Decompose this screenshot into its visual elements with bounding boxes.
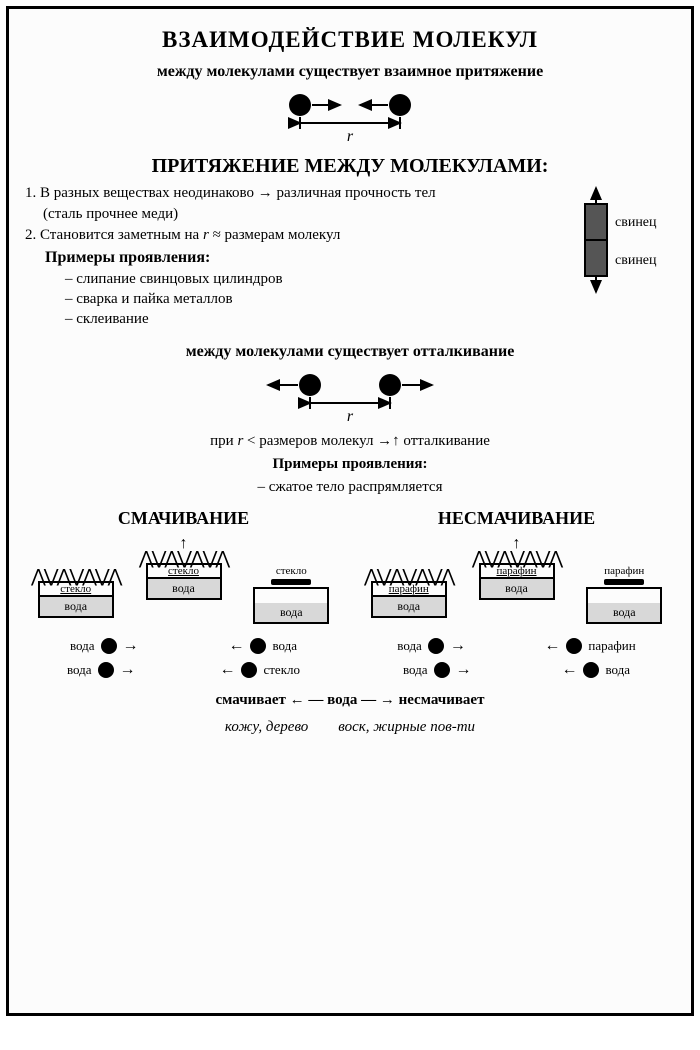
repulsion-examples-hd: Примеры проявления: [25, 456, 675, 473]
water-label: вода [481, 579, 553, 598]
lead-top-label: свинец [615, 215, 657, 230]
attraction-subtitle: между молекулами существует взаимное при… [25, 63, 675, 81]
attraction-section-title: ПРИТЯЖЕНИЕ МЕЖДУ МОЛЕКУЛАМИ: [25, 155, 675, 178]
paraffin-tank-3: парафин вода [574, 535, 675, 624]
plate-icon [271, 579, 311, 585]
water-label: вода [255, 603, 327, 622]
nonwetting-col: НЕСМАЧИВАНИЕ ⋀⋁⋀⋁⋀⋁⋀ парафинвода ↑ ⋀⋁⋀⋁⋀… [358, 502, 675, 682]
glass-tank-1: ⋀⋁⋀⋁⋀⋁⋀ стекловода [25, 535, 126, 624]
summary-line-2: кожу, дерево воск, жирные пов-ти [25, 719, 675, 736]
spring-icon: ⋀⋁⋀⋁⋀⋁⋀ [472, 553, 561, 564]
water-label: вода [373, 597, 445, 616]
paraffin-label: парафин [604, 565, 644, 577]
left-molecule-pairs: вода→ ←вода вода→ ←стекло [25, 634, 342, 682]
r-label: r [347, 128, 354, 145]
ex3: – склеивание [65, 310, 555, 329]
right-molecule-pairs: вода→ ←парафин вода→ ←вода [358, 634, 675, 682]
attraction-examples: Примеры проявления: – слипание свинцовых… [65, 248, 555, 328]
nonwetting-title: НЕСМАЧИВАНИЕ [358, 508, 675, 529]
ex2: – сварка и пайка металлов [65, 290, 555, 309]
spring-icon: ⋀⋁⋀⋁⋀⋁⋀ [364, 571, 453, 582]
paraffin-tank-2: ↑ ⋀⋁⋀⋁⋀⋁⋀ парафинвода [466, 535, 567, 624]
repulsion-diagram: r [220, 367, 480, 427]
repulsion-subtitle: между молекулами существует отталкивание [25, 343, 675, 361]
examples-hd: Примеры проявления: [45, 248, 555, 268]
repulsion-ex1: – сжатое тело распрямляется [25, 479, 675, 496]
summary-line-1: смачивает ← — вода — → несмачивает [25, 692, 675, 709]
plate-icon [604, 579, 644, 585]
lead-bot-label: свинец [615, 253, 657, 268]
glass-label: стекло [276, 565, 307, 577]
lead-cylinder-figure: свинец свинец [555, 182, 675, 302]
point-2: 2. Становится заметным на r ≈ размерам м… [25, 226, 555, 245]
water-label: вода [588, 603, 660, 622]
point-1a: 1. В разных веществах неодинаково → разл… [25, 184, 555, 203]
glass-tank-3: стекло вода [241, 535, 342, 624]
attraction-points: 1. В разных веществах неодинаково → разл… [25, 182, 555, 333]
page-title: ВЗАИМОДЕЙСТВИЕ МОЛЕКУЛ [25, 27, 675, 53]
glass-label: стекло [148, 565, 220, 579]
ex1: – слипание свинцовых цилиндров [65, 270, 555, 289]
paraffin-tank-1: ⋀⋁⋀⋁⋀⋁⋀ парафинвода [358, 535, 459, 624]
water-label: вода [40, 597, 112, 616]
spring-icon: ⋀⋁⋀⋁⋀⋁⋀ [31, 571, 120, 582]
repulsion-rule: при r < размеров молекул →↑ отталкивание [25, 433, 675, 450]
glass-label: стекло [40, 583, 112, 597]
r-label-2: r [347, 408, 354, 425]
attraction-diagram: r [240, 87, 460, 147]
wetting-col: СМАЧИВАНИЕ ⋀⋁⋀⋁⋀⋁⋀ стекловода ↑ ⋀⋁⋀⋁⋀⋁⋀ … [25, 502, 342, 682]
point-1b: (сталь прочнее меди) [25, 205, 555, 224]
spring-icon: ⋀⋁⋀⋁⋀⋁⋀ [139, 553, 228, 564]
paraffin-label: парафин [373, 583, 445, 597]
glass-tank-2: ↑ ⋀⋁⋀⋁⋀⋁⋀ стекловода [133, 535, 234, 624]
water-label: вода [148, 579, 220, 598]
wetting-title: СМАЧИВАНИЕ [25, 508, 342, 529]
paraffin-label: парафин [481, 565, 553, 579]
